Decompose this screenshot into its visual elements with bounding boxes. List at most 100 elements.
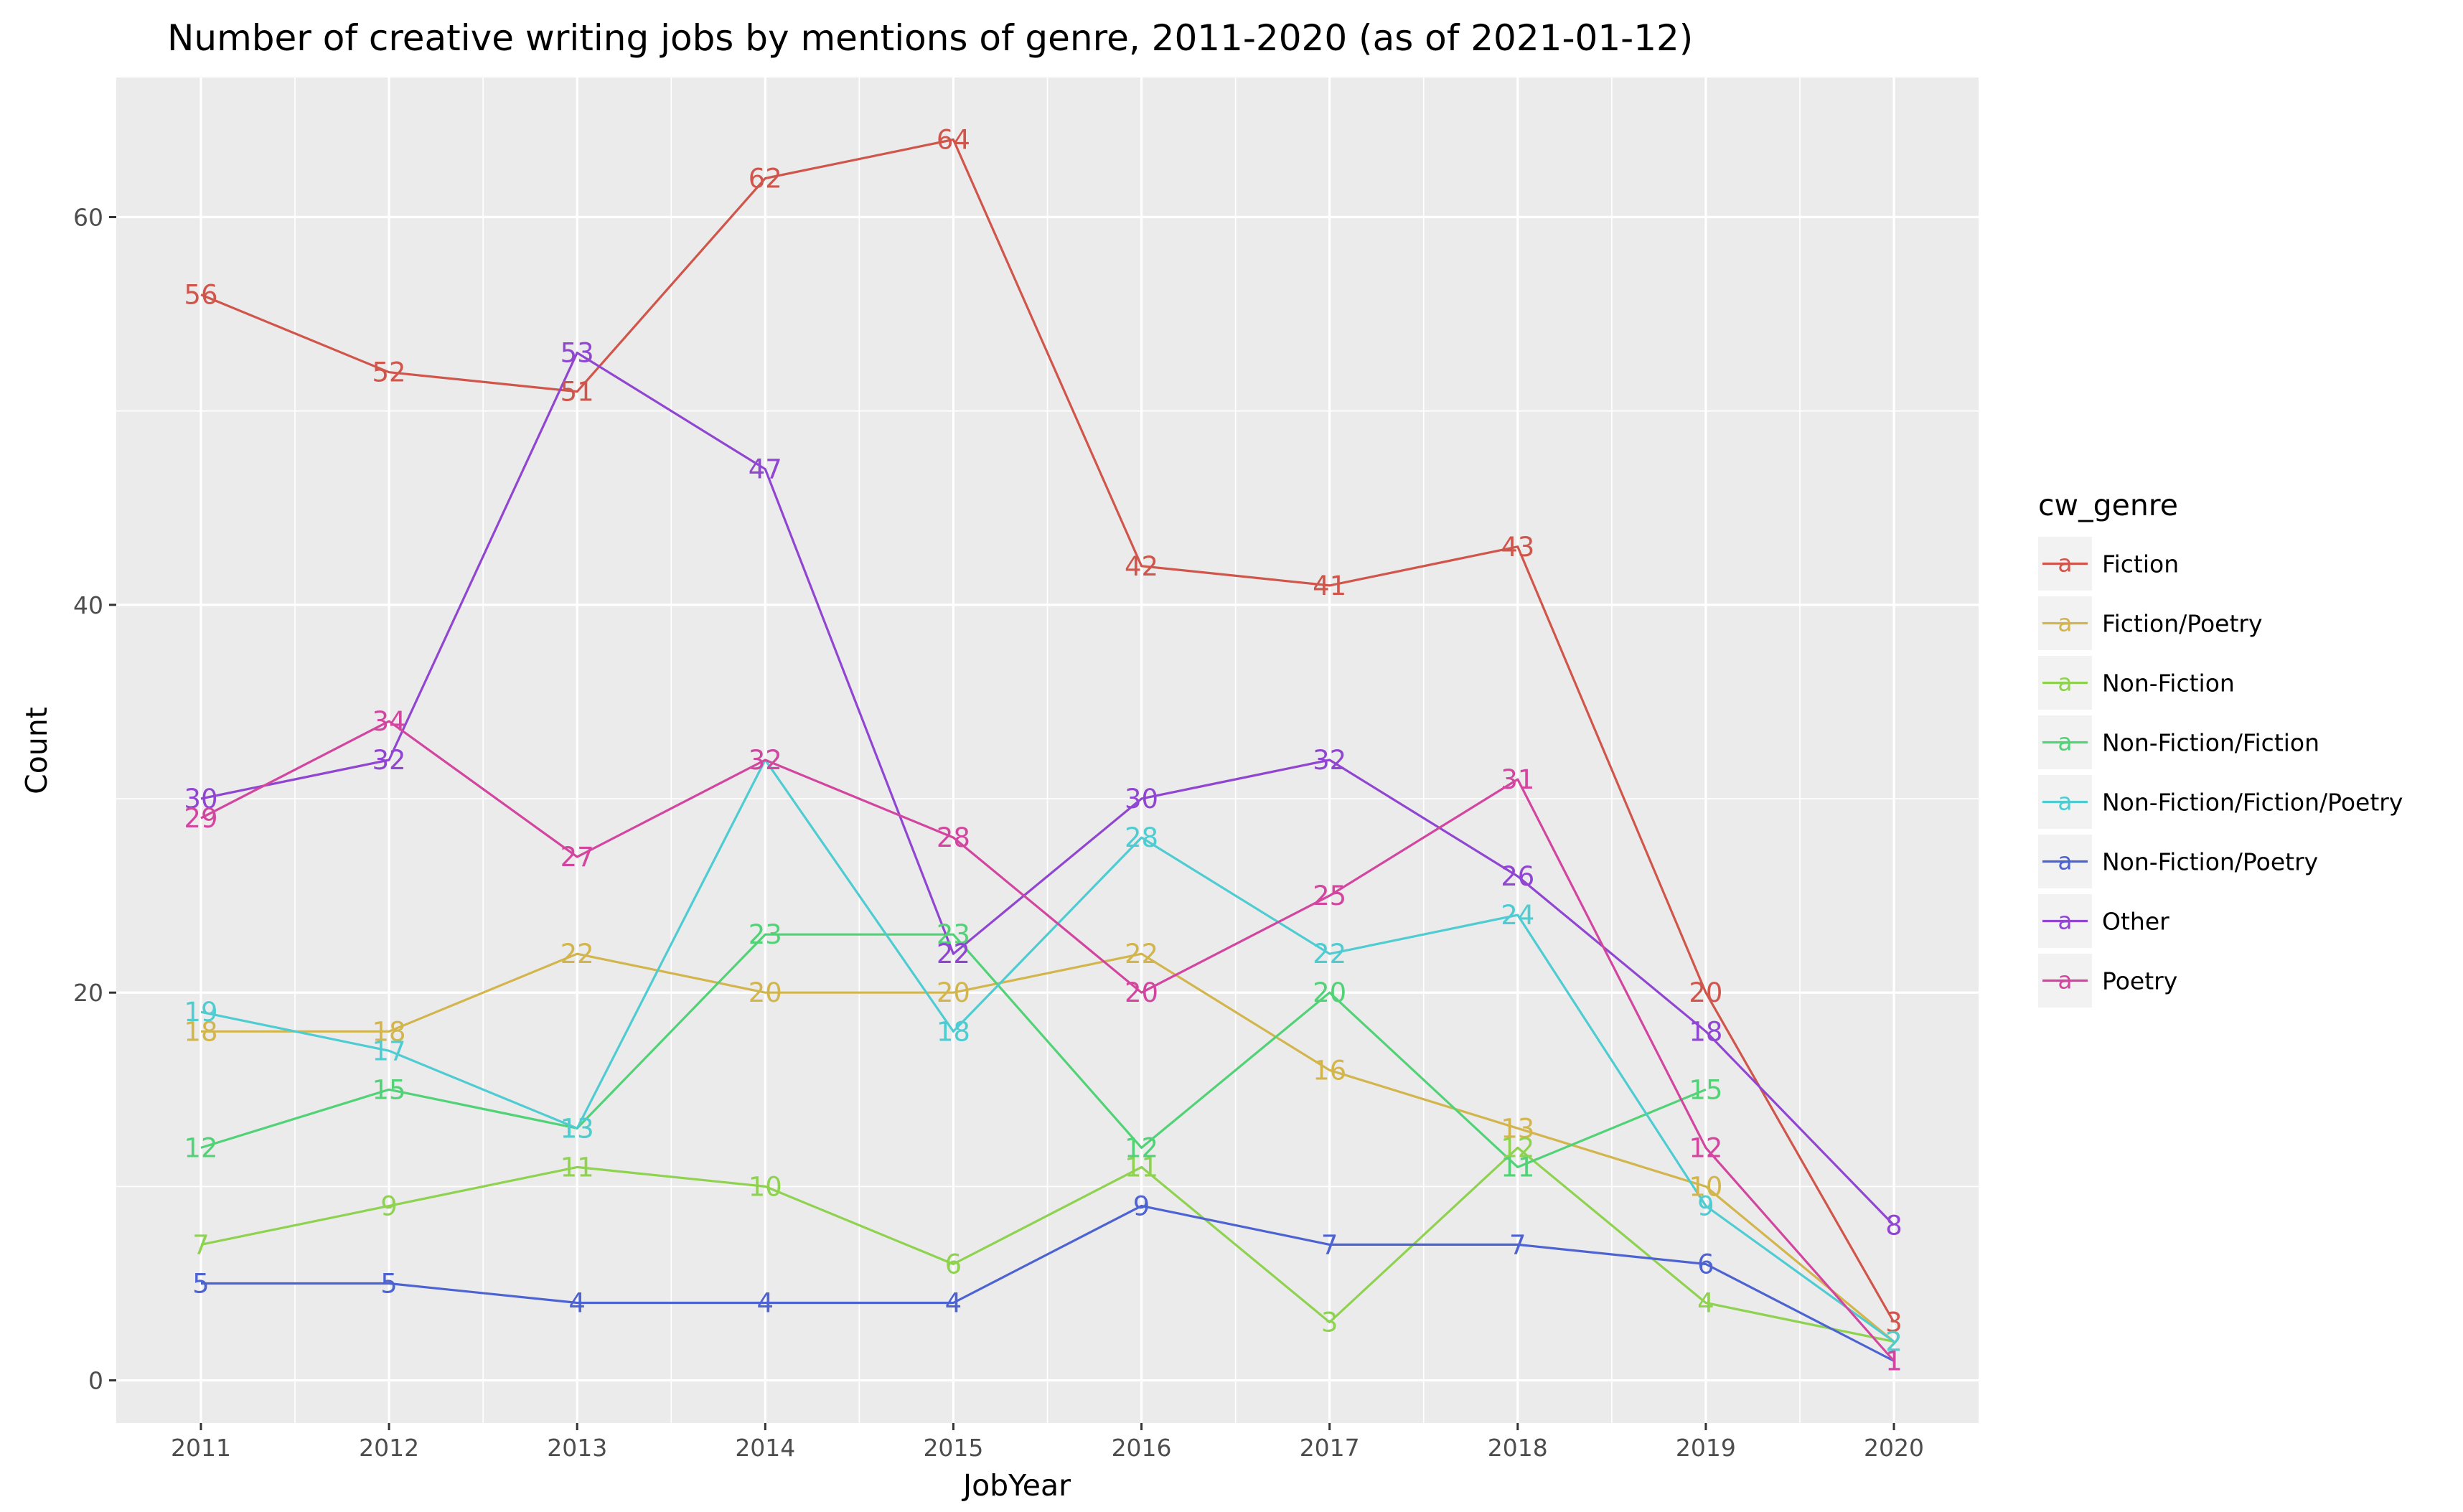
- legend: cw_genre a Fiction a Fiction/Poetry a Non-Fic…: [2038, 488, 2403, 1008]
- legend-key-glyph-non-fiction: a: [2058, 669, 2072, 697]
- data-label-other: 22: [937, 939, 970, 969]
- major-gridlines: [116, 78, 1979, 1423]
- data-label-fiction: 64: [937, 124, 970, 155]
- legend-key-glyph-fiction: a: [2058, 550, 2072, 578]
- data-label-non-fiction-poetry: 4: [945, 1287, 962, 1318]
- minor-gridlines: [116, 78, 1979, 1423]
- data-label-poetry: 27: [560, 842, 594, 873]
- data-label-non-fiction: 11: [1125, 1152, 1158, 1183]
- data-label-non-fiction: 2: [1885, 1327, 1903, 1358]
- data-label-poetry: 12: [1689, 1132, 1722, 1163]
- data-label-other: 32: [1313, 745, 1346, 776]
- data-label-fiction-poetry: 20: [937, 977, 970, 1008]
- data-label-fiction-poetry: 22: [1125, 939, 1158, 969]
- data-label-other: 18: [1689, 1016, 1722, 1047]
- series-line-non-fiction-fiction: [200, 933, 1707, 1169]
- data-label-fiction-poetry: 16: [1313, 1055, 1346, 1086]
- data-label-poetry: 32: [749, 745, 782, 776]
- legend-key-glyph-non-fiction-poetry: a: [2058, 847, 2072, 875]
- data-label-non-fiction-fiction: 15: [372, 1074, 406, 1105]
- data-label-fiction: 43: [1501, 532, 1534, 563]
- data-label-non-fiction-fiction: 23: [937, 919, 970, 950]
- data-label-non-fiction: 3: [1321, 1307, 1338, 1338]
- data-label-non-fiction-poetry: 7: [1321, 1229, 1338, 1260]
- series-line-non-fiction: [200, 1146, 1895, 1343]
- series-line-fiction-poetry: [201, 952, 1895, 1343]
- data-label-non-fiction-fiction-poetry: 13: [560, 1113, 594, 1144]
- y-axis-ticks: 0 20 40 60: [73, 204, 116, 1395]
- data-label-non-fiction-poetry: 9: [1133, 1191, 1150, 1221]
- data-label-non-fiction-fiction: 12: [1125, 1132, 1158, 1163]
- data-label-other: 53: [560, 338, 594, 369]
- x-tick-label: 2018: [1488, 1434, 1548, 1462]
- legend-label-other: Other: [2102, 908, 2169, 936]
- x-tick-label: 2013: [547, 1434, 607, 1462]
- data-label-fiction: 52: [372, 357, 406, 388]
- legend-key-glyph-other: a: [2058, 907, 2072, 935]
- legend-key-glyph-non-fiction-fiction-poetry: a: [2058, 788, 2072, 816]
- data-label-poetry: 31: [1501, 764, 1534, 795]
- data-label-other: 8: [1885, 1210, 1903, 1241]
- x-axis-title: JobYear: [961, 1468, 1071, 1503]
- data-label-non-fiction-fiction: 20: [1313, 977, 1346, 1008]
- data-label-fiction: 41: [1313, 570, 1346, 601]
- legend-label-non-fiction-fiction-poetry: Non-Fiction/Fiction/Poetry: [2102, 789, 2403, 817]
- data-label-poetry: 20: [1125, 977, 1158, 1008]
- data-label-non-fiction-fiction-poetry: 32: [749, 745, 782, 776]
- data-label-non-fiction-poetry: 4: [568, 1287, 586, 1318]
- x-tick-label: 2016: [1112, 1434, 1172, 1462]
- data-label-other: 30: [1125, 784, 1158, 814]
- legend-label-poetry: Poetry: [2102, 967, 2177, 995]
- series-lines: [200, 138, 1895, 1362]
- x-tick-label: 2014: [735, 1434, 795, 1462]
- x-tick-label: 2019: [1676, 1434, 1736, 1462]
- data-label-non-fiction-fiction: 12: [184, 1132, 217, 1163]
- data-label-non-fiction-poetry: 5: [192, 1268, 210, 1299]
- data-label-fiction-poetry: 22: [560, 939, 594, 969]
- data-label-fiction: 56: [184, 280, 217, 311]
- legend-items: a Fiction a Fiction/Poetry a Non-Fiction a Non-…: [2038, 537, 2403, 1008]
- data-label-non-fiction: 7: [192, 1229, 210, 1260]
- legend-title: cw_genre: [2038, 488, 2178, 522]
- y-axis-title: Count: [19, 707, 54, 794]
- legend-label-non-fiction: Non-Fiction: [2102, 670, 2235, 698]
- data-label-non-fiction-poetry: 7: [1509, 1229, 1526, 1260]
- x-tick-label: 2017: [1300, 1434, 1360, 1462]
- data-label-fiction: 51: [560, 377, 594, 408]
- series-line-fiction: [200, 138, 1895, 1323]
- chart-title: Number of creative writing jobs by menti…: [167, 17, 1693, 59]
- legend-label-non-fiction-poetry: Non-Fiction/Poetry: [2102, 848, 2318, 876]
- data-label-non-fiction-fiction-poetry: 9: [1697, 1191, 1714, 1221]
- data-label-fiction-poetry: 18: [372, 1016, 406, 1047]
- data-label-non-fiction: 10: [749, 1171, 782, 1202]
- series-line-poetry: [200, 720, 1895, 1362]
- data-label-non-fiction-fiction: 13: [560, 1113, 594, 1144]
- legend-key-glyph-fiction-poetry: a: [2058, 609, 2072, 637]
- data-label-non-fiction-fiction-poetry: 19: [184, 997, 217, 1028]
- data-label-fiction-poetry: 10: [1689, 1171, 1722, 1202]
- data-label-non-fiction-fiction-poetry: 2: [1885, 1327, 1903, 1358]
- legend-label-fiction: Fiction: [2102, 550, 2179, 578]
- data-label-non-fiction: 4: [1697, 1287, 1714, 1318]
- data-label-other: 47: [749, 454, 782, 485]
- y-tick-label: 40: [73, 591, 103, 619]
- data-label-non-fiction-poetry: 6: [1697, 1249, 1714, 1279]
- x-tick-label: 2015: [923, 1434, 983, 1462]
- data-label-non-fiction-fiction-poetry: 22: [1313, 939, 1346, 969]
- data-label-fiction-poetry: 20: [749, 977, 782, 1008]
- data-label-fiction-poetry: 13: [1501, 1113, 1534, 1144]
- data-label-non-fiction-fiction-poetry: 24: [1501, 900, 1534, 931]
- data-label-other: 30: [184, 784, 217, 814]
- x-tick-label: 2012: [359, 1434, 419, 1462]
- data-label-fiction-poetry: 18: [184, 1016, 217, 1047]
- data-label-non-fiction-fiction-poetry: 17: [372, 1036, 406, 1066]
- data-label-non-fiction-fiction: 23: [749, 919, 782, 950]
- series-line-other: [200, 352, 1895, 1226]
- data-label-non-fiction-fiction: 15: [1689, 1074, 1722, 1105]
- series-line-non-fiction-poetry: [201, 1204, 1895, 1362]
- y-tick-label: 20: [73, 979, 103, 1007]
- x-tick-label: 2011: [171, 1434, 231, 1462]
- data-label-non-fiction: 11: [560, 1152, 594, 1183]
- x-axis-ticks: 2011 2012 2013 2014 2015 2016 2017 2018 2019 2020: [171, 1423, 1924, 1462]
